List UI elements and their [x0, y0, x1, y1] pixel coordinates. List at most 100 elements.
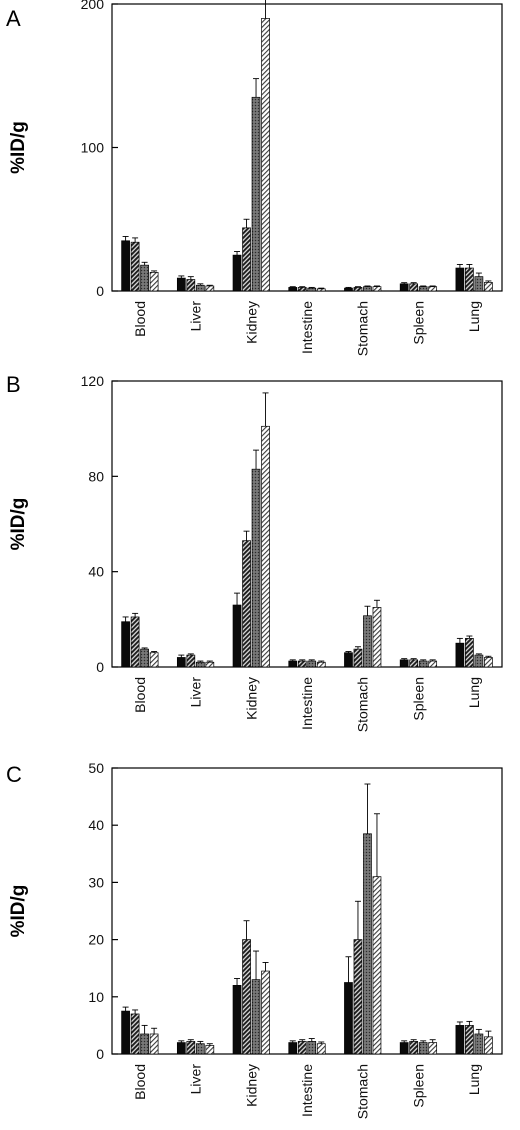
bar [428, 1042, 438, 1055]
bar [288, 1042, 298, 1055]
bar [316, 661, 326, 668]
y-tick-label: 80 [88, 468, 104, 484]
y-axis-label: %ID/g [8, 121, 29, 174]
bar [465, 638, 474, 668]
bar [205, 661, 215, 668]
category-label: Kidney [243, 301, 259, 344]
category-label: Stomach [355, 677, 371, 732]
bar [316, 1043, 326, 1055]
bar [353, 939, 363, 1055]
y-axis-label: %ID/g [8, 498, 29, 551]
y-tick-label: 100 [81, 140, 105, 156]
category-label: Liver [188, 301, 204, 332]
bar [399, 283, 409, 292]
bar [484, 282, 493, 292]
panel-letter: B [6, 372, 21, 397]
bar [176, 657, 186, 668]
chart-panel: A %ID/g 0 100 200 Blood Liver Kidney Intestine St… [6, 0, 503, 356]
bar [409, 283, 419, 292]
bar [372, 286, 382, 292]
bar [149, 652, 159, 668]
bar [307, 1041, 317, 1055]
bar [455, 1025, 465, 1055]
category-label: Kidney [243, 677, 259, 720]
bar [130, 616, 140, 668]
bar [418, 286, 428, 292]
category-label: Blood [132, 1064, 148, 1100]
category-label: Liver [188, 1064, 204, 1095]
bar [261, 970, 270, 1055]
bar [363, 833, 372, 1055]
bar [251, 468, 261, 668]
bar [288, 287, 298, 292]
bar [186, 1041, 196, 1055]
bar [140, 264, 149, 292]
y-tick-label: 40 [88, 817, 104, 833]
bar [399, 659, 409, 668]
bar [130, 1013, 140, 1055]
bar [176, 1042, 186, 1055]
bar [363, 286, 372, 292]
bar [140, 1033, 149, 1055]
chart-panel: C %ID/g 0 10 20 30 40 50 Blood Liver Kidney Intesti… [6, 760, 503, 1119]
bar [121, 621, 130, 668]
y-axis-label: %ID/g [8, 885, 29, 938]
bar [455, 642, 465, 668]
category-label: Intestine [299, 677, 315, 730]
bar [353, 648, 363, 668]
bar [242, 540, 251, 668]
bar [261, 18, 270, 292]
category-label: Liver [188, 677, 204, 708]
bar [428, 286, 438, 292]
bar [251, 96, 261, 292]
bar [428, 660, 438, 668]
category-label: Intestine [299, 1064, 315, 1117]
bar [232, 985, 242, 1055]
bar [363, 615, 372, 668]
category-label: Spleen [410, 677, 426, 721]
bar [232, 254, 242, 292]
bar [409, 659, 419, 668]
bar [195, 661, 205, 668]
panel-letter: C [6, 762, 22, 787]
bar [344, 287, 353, 292]
category-label: Intestine [299, 301, 315, 354]
y-tick-label: 20 [88, 932, 104, 948]
bar [195, 1043, 205, 1055]
y-tick-label: 200 [81, 0, 105, 12]
bar [409, 1041, 419, 1055]
bar [297, 287, 307, 292]
bar [288, 660, 298, 668]
y-tick-label: 50 [88, 760, 104, 776]
bar [418, 660, 428, 668]
plot-frame [111, 767, 503, 1055]
bar [251, 979, 261, 1055]
bar [307, 287, 317, 292]
y-tick-label: 120 [81, 373, 105, 389]
category-label: Blood [132, 677, 148, 713]
bar [186, 654, 196, 668]
bar [474, 654, 484, 668]
category-label: Spleen [410, 1064, 426, 1108]
panel-letter: A [6, 6, 21, 31]
y-tick-label: 10 [88, 989, 104, 1005]
bar [484, 657, 493, 668]
bar [205, 285, 215, 292]
bar [176, 277, 186, 292]
bar [140, 648, 149, 668]
y-tick-label: 30 [88, 874, 104, 890]
bar [195, 284, 205, 292]
category-label: Lung [466, 677, 482, 708]
bar [399, 1042, 409, 1055]
bar [205, 1045, 215, 1055]
bar [121, 240, 130, 292]
category-label: Lung [466, 301, 482, 332]
bar [316, 288, 326, 292]
bar [418, 1042, 428, 1055]
bar [465, 1025, 474, 1055]
chart-panel: B %ID/g 0 40 80 120 Blood Liver Kidney Intestine S… [6, 372, 503, 732]
y-tick-label: 40 [88, 564, 104, 580]
bar [149, 1033, 159, 1055]
bar [372, 607, 382, 668]
plot-frame [111, 3, 503, 292]
